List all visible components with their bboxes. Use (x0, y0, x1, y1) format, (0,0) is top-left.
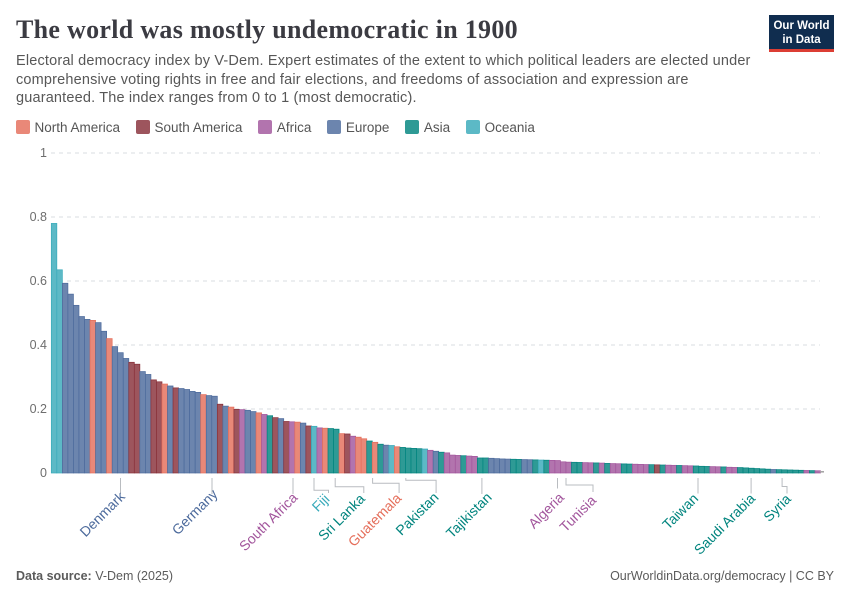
svg-text:0: 0 (40, 466, 47, 480)
svg-text:Pakistan: Pakistan (392, 489, 441, 538)
svg-text:Syria: Syria (760, 491, 794, 525)
svg-text:Saudi Arabia: Saudi Arabia (691, 490, 759, 558)
svg-text:0.4: 0.4 (30, 338, 47, 352)
svg-text:0.6: 0.6 (30, 274, 47, 288)
svg-text:Fiji: Fiji (309, 491, 333, 515)
svg-text:Denmark: Denmark (76, 488, 128, 540)
svg-text:Tajikistan: Tajikistan (443, 489, 495, 541)
svg-text:South Africa: South Africa (236, 489, 301, 554)
svg-text:0.2: 0.2 (30, 402, 47, 416)
svg-text:0.8: 0.8 (30, 210, 47, 224)
svg-text:1: 1 (40, 146, 47, 160)
svg-text:Germany: Germany (169, 486, 221, 538)
svg-text:Taiwan: Taiwan (659, 490, 701, 532)
